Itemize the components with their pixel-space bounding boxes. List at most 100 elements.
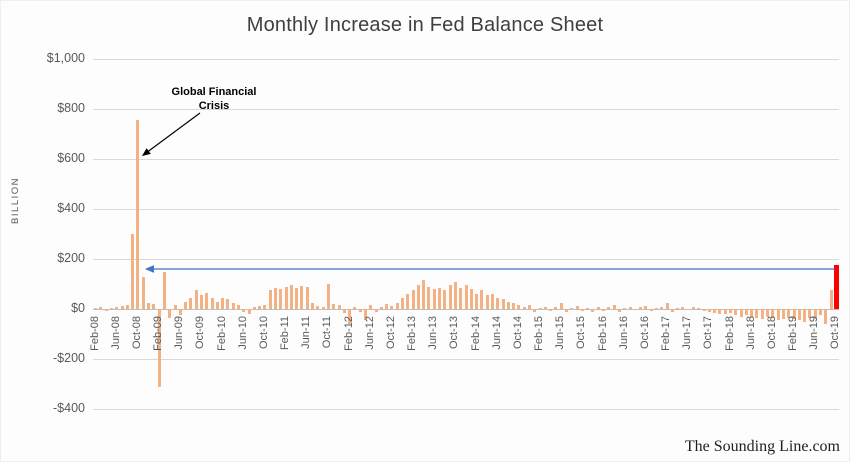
bar — [152, 304, 156, 309]
bar — [654, 307, 658, 309]
x-tick-label: Oct-18 — [765, 316, 778, 350]
bar — [231, 302, 235, 309]
bar — [718, 309, 722, 314]
bar — [401, 297, 404, 309]
bar — [723, 309, 727, 314]
bar — [797, 309, 801, 321]
bar — [739, 309, 743, 317]
bar — [226, 299, 230, 309]
x-tick-label: Oct-13 — [448, 316, 461, 350]
bar — [692, 306, 695, 309]
bar — [395, 302, 399, 309]
bar — [533, 309, 537, 312]
bar — [210, 297, 214, 309]
bar — [607, 307, 611, 309]
bar — [289, 285, 293, 309]
bar — [771, 309, 775, 318]
bar — [316, 306, 320, 309]
bar — [125, 305, 129, 309]
y-tick-label: $400 — [57, 201, 85, 215]
bar — [665, 302, 669, 309]
bar — [676, 307, 680, 309]
bar — [824, 309, 828, 324]
bar — [538, 307, 542, 309]
bar — [411, 290, 415, 309]
bar — [379, 307, 383, 309]
bar — [215, 301, 219, 309]
bar — [110, 307, 114, 309]
bar — [734, 309, 738, 316]
x-tick-label: Jun-12 — [363, 316, 376, 350]
bar — [591, 309, 595, 312]
x-tick-label: Oct-16 — [638, 316, 651, 350]
bar — [422, 280, 426, 309]
gridline — [93, 209, 839, 210]
bar — [258, 306, 262, 309]
gridline — [93, 109, 839, 110]
bar — [353, 306, 357, 309]
bar — [475, 294, 479, 309]
bar — [628, 306, 632, 309]
bar — [707, 309, 711, 312]
bar — [438, 287, 442, 309]
bar — [321, 307, 325, 309]
bar — [221, 297, 225, 309]
y-tick-label: $600 — [57, 151, 85, 165]
x-tick-label: Feb-08 — [88, 316, 101, 351]
bar — [406, 294, 410, 309]
y-tick-label: -$400 — [53, 401, 85, 415]
gridline — [93, 409, 839, 410]
bar — [829, 290, 833, 309]
x-tick-label: Jun-17 — [681, 316, 694, 350]
x-tick-label: Jun-15 — [554, 316, 567, 350]
gridline — [93, 359, 839, 360]
bar — [348, 309, 352, 324]
bar — [766, 309, 770, 317]
bar — [448, 285, 452, 309]
bar — [702, 309, 706, 311]
bar — [660, 306, 664, 309]
bar — [443, 290, 447, 309]
bar — [792, 309, 796, 319]
bar — [713, 309, 717, 313]
bar — [300, 286, 304, 309]
bar — [803, 309, 807, 322]
bar — [522, 306, 526, 309]
y-tick-label: -$200 — [53, 351, 85, 365]
bar — [781, 309, 785, 319]
watermark: The Sounding Line.com — [684, 438, 840, 455]
gridline — [93, 59, 839, 60]
bar — [543, 306, 547, 309]
x-tick-label: Jun-11 — [300, 316, 313, 349]
x-tick-label: Feb-16 — [596, 316, 609, 351]
x-tick-label: Jun-18 — [744, 316, 757, 350]
bar — [374, 309, 378, 312]
bar — [623, 307, 627, 309]
bar — [670, 309, 674, 312]
bar — [787, 309, 791, 318]
x-tick-label: Feb-15 — [533, 316, 546, 351]
x-tick-label: Feb-09 — [152, 316, 165, 351]
bar — [141, 276, 145, 309]
bar — [485, 295, 489, 309]
bar — [178, 309, 182, 316]
y-tick-label: $800 — [57, 101, 85, 115]
highlighted-bar — [833, 265, 839, 309]
x-tick-label: Jun-16 — [617, 316, 630, 350]
x-tick-label: Feb-12 — [342, 316, 355, 351]
bar — [755, 309, 759, 318]
zero-axis-line — [93, 309, 839, 310]
y-axis-label: BILLION — [10, 177, 21, 224]
bar — [554, 307, 558, 309]
bar — [242, 309, 246, 312]
bar — [295, 287, 299, 309]
x-tick-label: Jun-14 — [490, 316, 503, 350]
y-tick-label: $0 — [71, 301, 85, 315]
bar — [252, 307, 256, 309]
gridline — [93, 159, 839, 160]
bar — [729, 309, 733, 313]
x-tick-label: Oct-11 — [321, 316, 334, 349]
bar — [617, 309, 621, 312]
